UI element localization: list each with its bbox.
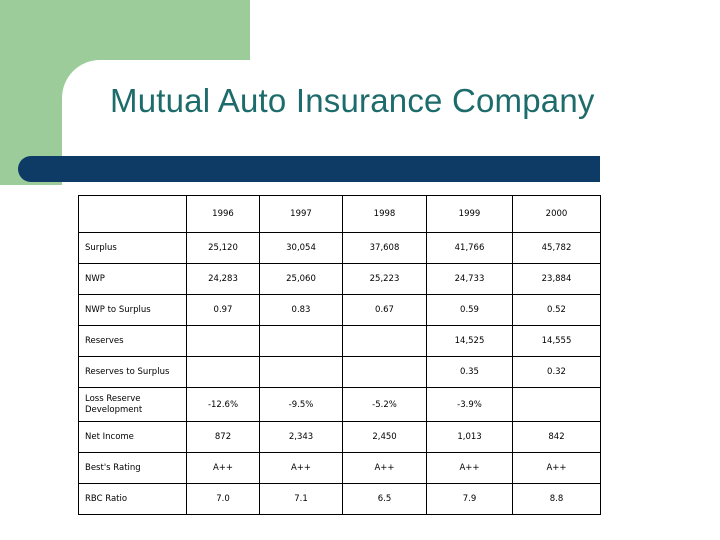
table-cell (259, 356, 343, 388)
table-cell: 2,343 (259, 421, 343, 453)
year-header: 2000 (512, 195, 601, 233)
title-underline-bar (18, 156, 600, 182)
table-cell (342, 356, 427, 388)
table-cell: 1,013 (426, 421, 513, 453)
table-row-nwp-to-surplus: NWP to Surplus 0.97 0.83 0.67 0.59 0.52 (78, 294, 601, 326)
table-cell (186, 325, 260, 357)
table-cell (259, 325, 343, 357)
table-cell: 0.97 (186, 294, 260, 326)
financial-table: 1996 1997 1998 1999 2000 Surplus 25,120 … (78, 195, 601, 515)
table-cell: -9.5% (259, 387, 343, 422)
year-header: 1997 (259, 195, 343, 233)
row-label: Best's Rating (78, 452, 187, 484)
table-cell: 0.59 (426, 294, 513, 326)
year-header: 1998 (342, 195, 427, 233)
row-label: Loss Reserve Development (78, 387, 187, 422)
table-cell: A++ (512, 452, 601, 484)
table-row-bests-rating: Best's Rating A++ A++ A++ A++ A++ (78, 452, 601, 484)
header-corner-cell (78, 195, 187, 233)
table-cell: 842 (512, 421, 601, 453)
table-cell: 25,060 (259, 263, 343, 295)
row-label: NWP (78, 263, 187, 295)
table-row-reserves: Reserves 14,525 14,555 (78, 325, 601, 357)
row-label: Reserves to Surplus (78, 356, 187, 388)
table-cell: 7.9 (426, 483, 513, 515)
row-label: Reserves (78, 325, 187, 357)
table-cell: A++ (186, 452, 260, 484)
row-label: RBC Ratio (78, 483, 187, 515)
table-cell: 7.1 (259, 483, 343, 515)
row-label-line1: Loss Reserve (85, 393, 141, 404)
table-cell: 24,733 (426, 263, 513, 295)
table-cell: 25,120 (186, 232, 260, 264)
table-cell: 8.8 (512, 483, 601, 515)
table-cell (512, 387, 601, 422)
table-cell: A++ (342, 452, 427, 484)
table-cell: 14,555 (512, 325, 601, 357)
table-cell: -5.2% (342, 387, 427, 422)
table-cell: 37,608 (342, 232, 427, 264)
table-row-nwp: NWP 24,283 25,060 25,223 24,733 23,884 (78, 263, 601, 295)
table-cell: 45,782 (512, 232, 601, 264)
row-label: Net Income (78, 421, 187, 453)
table-row-loss-reserve-development: Loss Reserve Development -12.6% -9.5% -5… (78, 387, 601, 422)
table-cell: A++ (426, 452, 513, 484)
table-cell: A++ (259, 452, 343, 484)
table-row-net-income: Net Income 872 2,343 2,450 1,013 842 (78, 421, 601, 453)
table-cell: 25,223 (342, 263, 427, 295)
page-title: Mutual Auto Insurance Company (110, 82, 595, 119)
row-label-line2: Development (85, 404, 143, 415)
table-cell (186, 356, 260, 388)
table-cell: 2,450 (342, 421, 427, 453)
table-cell: 24,283 (186, 263, 260, 295)
year-header: 1996 (186, 195, 260, 233)
table-row-reserves-to-surplus: Reserves to Surplus 0.35 0.32 (78, 356, 601, 388)
table-row-rbc-ratio: RBC Ratio 7.0 7.1 6.5 7.9 8.8 (78, 483, 601, 515)
table-cell: -3.9% (426, 387, 513, 422)
table-header-row: 1996 1997 1998 1999 2000 (78, 195, 601, 233)
table-cell: 0.67 (342, 294, 427, 326)
table-cell: 0.52 (512, 294, 601, 326)
table-cell (342, 325, 427, 357)
table-cell: -12.6% (186, 387, 260, 422)
table-cell: 30,054 (259, 232, 343, 264)
row-label: NWP to Surplus (78, 294, 187, 326)
table-cell: 23,884 (512, 263, 601, 295)
table-cell: 872 (186, 421, 260, 453)
table-cell: 7.0 (186, 483, 260, 515)
table-cell: 41,766 (426, 232, 513, 264)
table-cell: 0.35 (426, 356, 513, 388)
table-cell: 6.5 (342, 483, 427, 515)
table-row-surplus: Surplus 25,120 30,054 37,608 41,766 45,7… (78, 232, 601, 264)
year-header: 1999 (426, 195, 513, 233)
table-cell: 0.83 (259, 294, 343, 326)
table-cell: 0.32 (512, 356, 601, 388)
table-cell: 14,525 (426, 325, 513, 357)
row-label: Surplus (78, 232, 187, 264)
